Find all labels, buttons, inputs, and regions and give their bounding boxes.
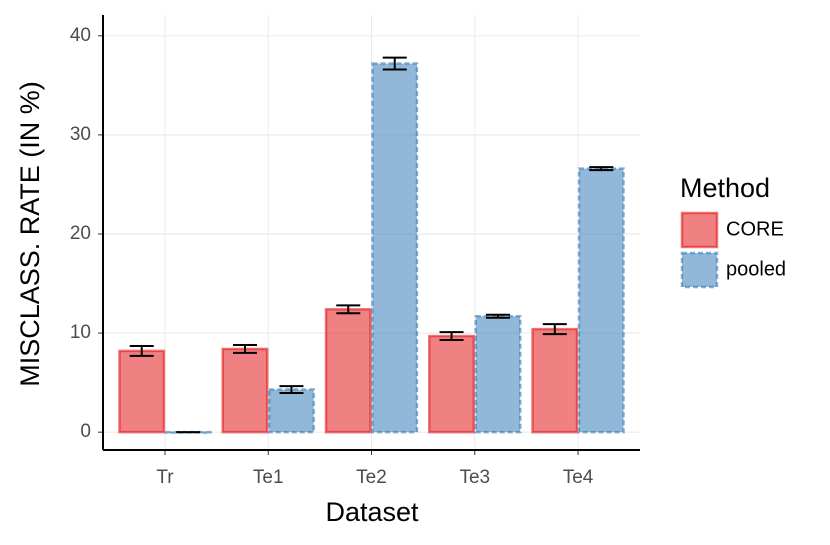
bar <box>267 388 315 434</box>
y-tick-label: 40 <box>70 25 91 46</box>
x-tick-label: Te1 <box>253 467 284 488</box>
bar <box>531 327 579 434</box>
legend-key <box>680 251 719 289</box>
bar <box>577 167 625 434</box>
error-bar <box>279 385 304 395</box>
x-axis-label: Dataset <box>325 497 419 527</box>
y-tick-label: 30 <box>70 124 91 145</box>
bar <box>221 347 269 434</box>
bar <box>474 314 522 434</box>
error-bar <box>129 344 154 357</box>
error-bar <box>486 313 511 319</box>
error-bar <box>542 323 567 336</box>
error-bar <box>589 166 614 172</box>
error-bar <box>336 304 361 315</box>
x-tick-label: Te3 <box>459 467 490 488</box>
legend-label: pooled <box>726 258 786 280</box>
y-tick-label: 10 <box>70 322 91 343</box>
bar <box>428 334 476 434</box>
legend-key <box>680 211 719 249</box>
bar <box>371 62 419 434</box>
y-tick-label: 20 <box>70 223 91 244</box>
x-tick-label: Te2 <box>356 467 387 488</box>
legend-title: Method <box>680 173 770 203</box>
error-bar <box>232 343 257 354</box>
x-tick-label: Te4 <box>563 467 594 488</box>
error-bar <box>382 56 407 71</box>
y-tick-label: 0 <box>80 421 91 442</box>
bar <box>324 308 372 434</box>
x-tick-label: Tr <box>156 467 174 488</box>
error-bar <box>439 331 464 342</box>
legend-label: CORE <box>726 218 784 240</box>
bar <box>118 349 166 434</box>
y-axis-label: MISCLASS. RATE (IN %) <box>15 81 45 387</box>
